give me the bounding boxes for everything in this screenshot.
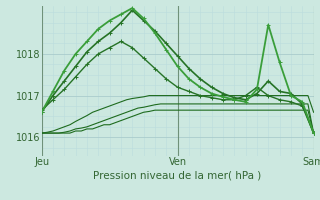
X-axis label: Pression niveau de la mer( hPa ): Pression niveau de la mer( hPa )	[93, 170, 262, 180]
